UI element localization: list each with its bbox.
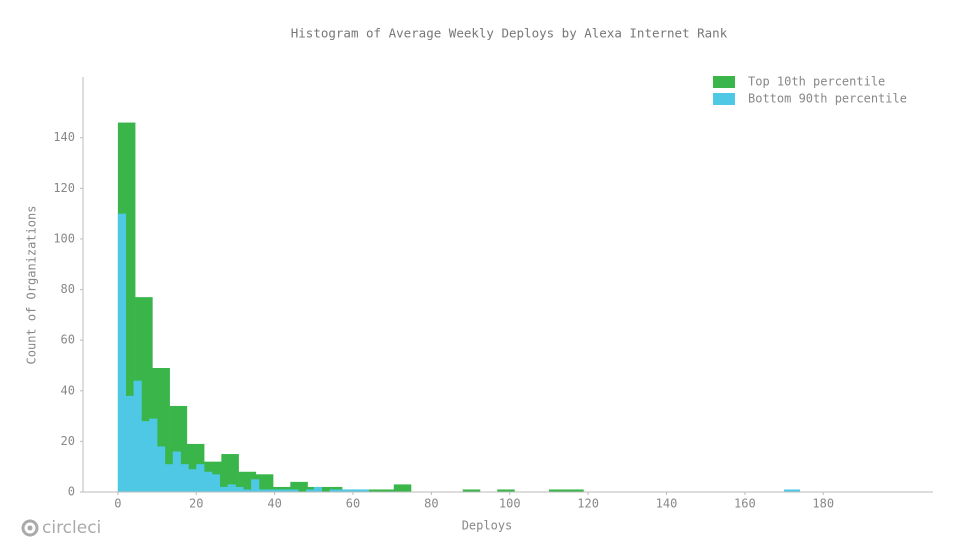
legend-swatch: [713, 76, 735, 88]
y-tick-label: 20: [61, 434, 75, 448]
x-tick-label: 140: [656, 497, 678, 511]
histogram-bar: [497, 489, 515, 492]
histogram-bar: [133, 380, 142, 492]
logo: circleci: [21, 518, 101, 538]
legend-label: Top 10th percentile: [748, 75, 885, 89]
histogram-bar: [313, 486, 322, 492]
histogram-bar: [548, 489, 567, 492]
histogram-bar: [149, 418, 158, 492]
chart-title: Histogram of Average Weekly Deploys by A…: [291, 26, 728, 41]
logo-icon-dot: [27, 525, 33, 531]
histogram-bar: [337, 489, 346, 492]
histogram-bar: [791, 489, 801, 492]
histogram-bar: [141, 421, 150, 492]
histogram-bar: [462, 489, 481, 492]
histogram-bar: [227, 484, 236, 492]
x-tick-label: 180: [812, 497, 834, 511]
x-tick-label: 100: [499, 497, 521, 511]
x-tick-label: 0: [114, 497, 121, 511]
y-tick-label: 80: [61, 282, 75, 296]
histogram-bar: [305, 489, 315, 492]
histogram-bar: [353, 489, 362, 492]
histogram-bar: [211, 474, 221, 492]
histogram-bar: [125, 395, 134, 492]
histogram-bar: [566, 489, 584, 492]
histogram-bar: [282, 489, 291, 492]
histogram-bar: [164, 464, 174, 492]
histogram-bar: [266, 489, 275, 492]
x-tick-label: 40: [267, 497, 281, 511]
logo-text: circleci: [42, 518, 101, 538]
x-tick-label: 160: [734, 497, 756, 511]
histogram-bar: [360, 489, 369, 492]
histogram-bar: [180, 464, 189, 492]
histogram-bar: [204, 471, 213, 492]
histogram-bar: [243, 489, 252, 492]
logo-icon: [21, 519, 39, 537]
legend-label: Bottom 90th percentile: [748, 92, 907, 106]
histogram-bar: [117, 213, 127, 492]
histogram-bar: [258, 489, 268, 492]
y-tick-label: 120: [53, 181, 75, 195]
y-axis-label: Count of Organizations: [25, 206, 39, 365]
y-tick-label: 60: [61, 333, 75, 347]
histogram-bar: [235, 486, 244, 492]
x-tick-label: 20: [189, 497, 203, 511]
histogram-bar: [251, 479, 260, 492]
x-tick-label: 60: [346, 497, 360, 511]
x-tick-label: 120: [577, 497, 599, 511]
histogram-bar: [196, 464, 205, 492]
histogram-bar: [376, 489, 395, 492]
histogram-bar: [172, 451, 181, 492]
histogram-bar: [290, 481, 308, 492]
histogram-bar: [345, 489, 354, 492]
histogram-bar: [255, 474, 274, 492]
y-tick-label: 140: [53, 130, 75, 144]
y-tick-label: 0: [68, 485, 75, 499]
x-tick-label: 80: [424, 497, 438, 511]
histogram-bar: [329, 489, 338, 492]
y-tick-label: 40: [61, 383, 75, 397]
histogram-bar: [393, 484, 412, 492]
histogram-bar: [784, 489, 793, 492]
histogram-bar: [157, 446, 166, 492]
y-tick-label: 100: [53, 231, 75, 245]
histogram-bar: [274, 489, 283, 492]
histogram-bar: [290, 489, 299, 492]
x-axis-label: Deploys: [462, 519, 513, 533]
legend-swatch: [713, 93, 735, 105]
histogram-bar: [219, 486, 228, 492]
histogram-bar: [188, 469, 197, 492]
histogram-bar: [221, 454, 239, 492]
